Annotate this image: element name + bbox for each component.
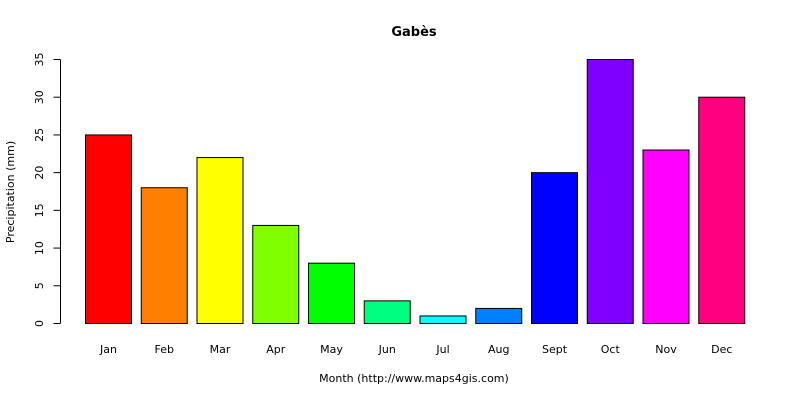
bar-jul	[419, 315, 467, 325]
x-tick-label: Mar	[210, 343, 231, 356]
x-tick-label: Jul	[435, 343, 449, 356]
x-tick-label: Nov	[655, 343, 677, 356]
x-axis-label: Month (http://www.maps4gis.com)	[319, 372, 509, 385]
chart-title: Gabès	[391, 25, 437, 40]
x-tick-label: Jan	[99, 343, 117, 356]
bar-oct	[586, 59, 634, 324]
x-tick-label: Feb	[155, 343, 174, 356]
y-tick-label: 10	[33, 241, 46, 255]
x-tick-label: Aug	[488, 343, 509, 356]
y-axis: 0 5 10 15 20 25 30 35	[33, 53, 61, 327]
x-tick-label: Dec	[711, 343, 732, 356]
bars	[85, 59, 746, 325]
bar-sept	[531, 172, 578, 324]
bar-apr	[252, 224, 300, 324]
y-tick-label: 5	[33, 282, 46, 289]
bar-may	[308, 262, 355, 324]
y-tick-label: 25	[33, 128, 46, 142]
bar-feb	[140, 187, 188, 324]
bar-aug	[475, 307, 523, 324]
x-tick-labels: Jan Feb Mar Apr May Jun Jul Aug Sept Oct Nov Dec	[99, 343, 732, 356]
y-axis-label: Precipitation (mm)	[4, 141, 17, 243]
y-tick-label: 0	[33, 320, 46, 327]
y-tick-label: 35	[33, 53, 46, 67]
x-tick-label: Apr	[266, 343, 286, 356]
bar-mar	[196, 157, 244, 324]
bar-nov	[642, 149, 690, 324]
bar-jun	[363, 300, 411, 324]
x-tick-label: Sept	[542, 343, 568, 356]
bar-dec	[698, 96, 746, 325]
y-tick-label: 30	[33, 90, 46, 104]
y-tick-label: 20	[33, 166, 46, 180]
x-tick-label: Oct	[601, 343, 621, 356]
x-tick-label: Jun	[378, 343, 396, 356]
bar-jan	[85, 134, 132, 324]
y-tick-label: 15	[33, 203, 46, 217]
x-tick-label: May	[320, 343, 343, 356]
